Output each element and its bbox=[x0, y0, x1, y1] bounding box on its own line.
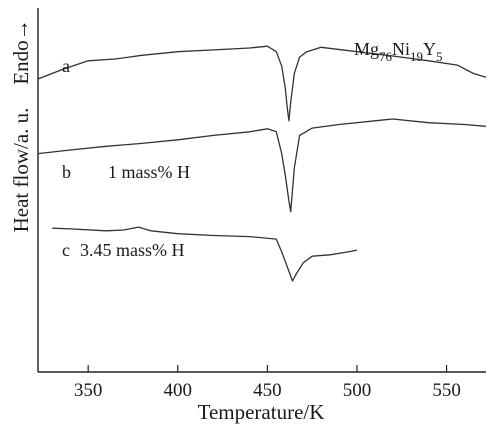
series-line-b bbox=[37, 118, 487, 213]
x-tick-label-550: 550 bbox=[432, 380, 461, 401]
curve-label-c: c bbox=[62, 240, 70, 260]
endo-direction-label: Endo→ bbox=[9, 19, 33, 84]
series-line-a bbox=[37, 45, 487, 122]
series-line-c bbox=[52, 226, 358, 282]
axes bbox=[37, 8, 486, 373]
curve-label-b: b bbox=[62, 162, 71, 182]
composition-label: Mg76Ni19Y5 bbox=[354, 39, 443, 64]
x-axis-title: Temperature/K bbox=[198, 400, 325, 424]
x-tick-label-450: 450 bbox=[253, 380, 282, 401]
x-ticks: 350 400 450 500 550 bbox=[74, 365, 461, 401]
curves bbox=[37, 45, 487, 282]
annotation-3-45-mass-h: 3.45 mass% H bbox=[80, 240, 185, 260]
x-tick-label-350: 350 bbox=[74, 380, 103, 401]
curve-label-a: a bbox=[62, 56, 70, 76]
x-tick-label-400: 400 bbox=[164, 380, 193, 401]
annotation-1-mass-h: 1 mass% H bbox=[108, 162, 190, 182]
y-axis-title: Heat flow/a. u. bbox=[9, 108, 33, 233]
x-tick-label-500: 500 bbox=[343, 380, 372, 401]
